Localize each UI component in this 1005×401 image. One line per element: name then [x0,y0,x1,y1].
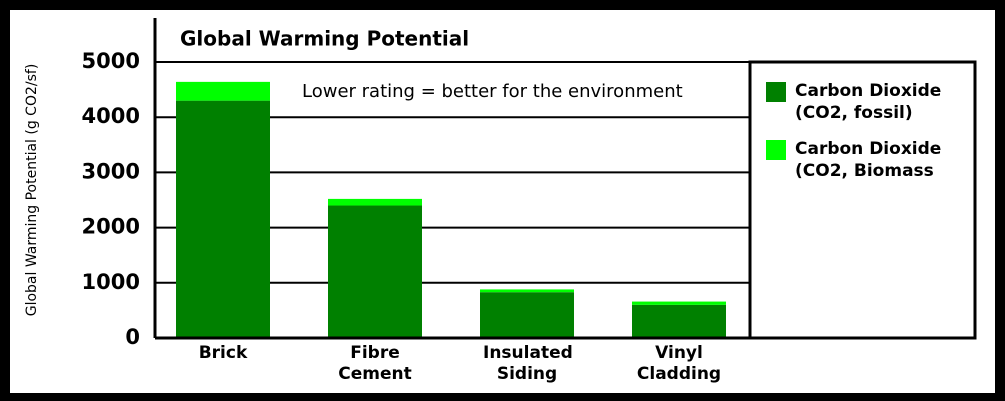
bar-segment [328,205,422,338]
annotation: Lower rating = better for the environmen… [302,81,683,102]
bar-segment [480,292,574,338]
x-tick-label: Vinyl Cladding [636,343,722,384]
chart-title: Global Warming Potential [180,27,469,51]
bar-segment [480,289,574,293]
y-tick-label: 4000 [82,104,140,128]
bar-segment [632,301,726,305]
y-tick-label: 5000 [82,49,140,73]
y-tick-label: 2000 [82,215,140,239]
legend-label: Carbon Dioxide (CO2, Biomass [795,139,942,181]
y-tick-label: 1000 [82,270,140,294]
legend-swatch [766,140,786,160]
bar-segment [176,100,270,338]
bar-segment [632,304,726,338]
legend-box [748,60,977,340]
legend-swatch [766,82,786,102]
x-tick-label: Fibre Cement [338,343,412,384]
legend-label: Carbon Dioxide (CO2, fossil) [795,81,942,123]
y-tick-label: 0 [125,325,140,349]
bar-segment [176,81,270,101]
x-tick-label: Brick [198,343,248,363]
bar-segment [328,198,422,206]
x-tick-label: Insulated Siding [483,343,573,384]
y-axis-label: Global Warming Potential (g CO2/sf) [24,64,40,317]
y-tick-label: 3000 [82,159,140,183]
